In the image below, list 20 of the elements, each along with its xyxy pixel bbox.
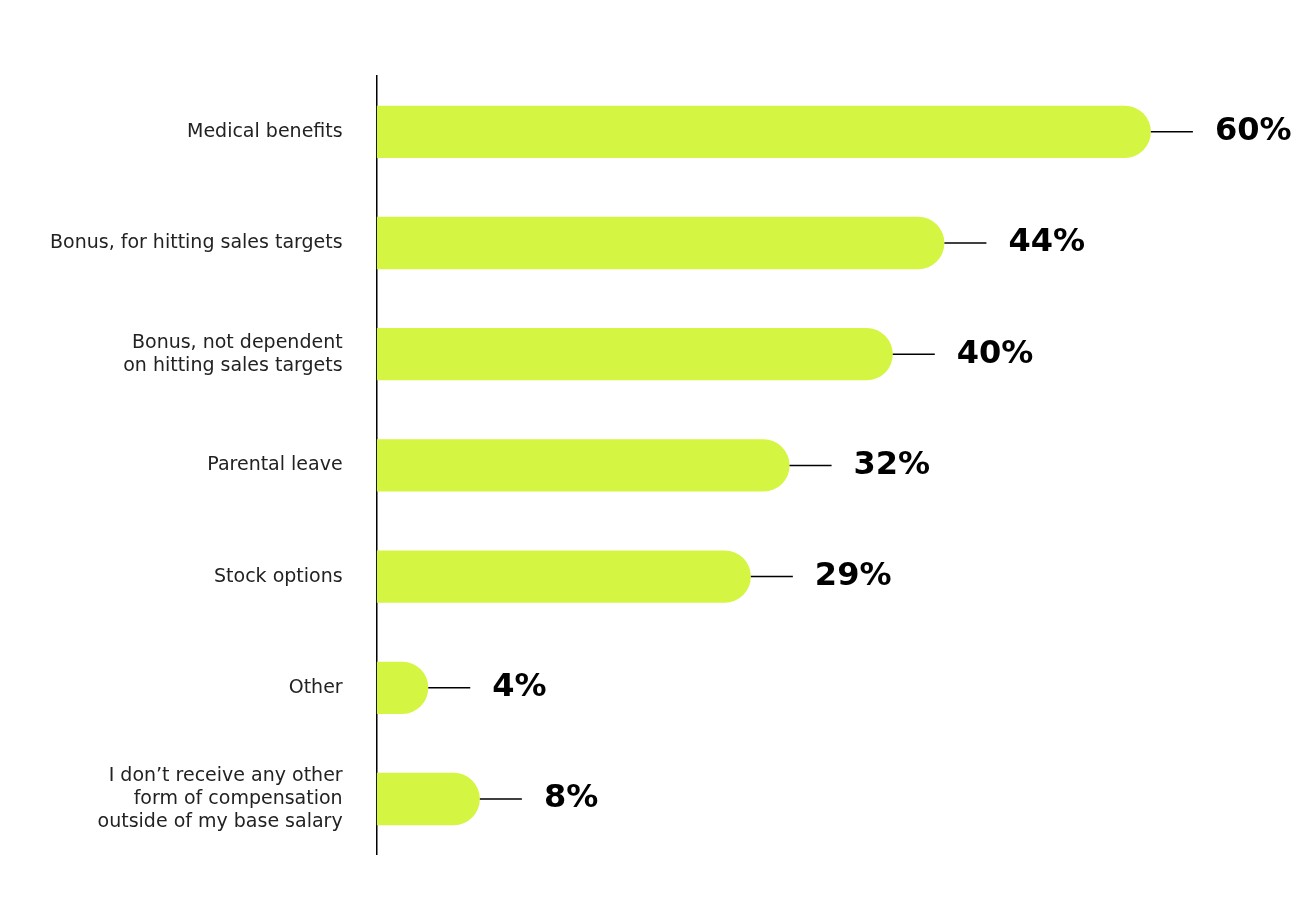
bar	[376, 550, 751, 603]
y-tick-label: Bonus, not dependent on hitting sales targets	[123, 329, 343, 375]
y-tick-label: Stock options	[214, 563, 343, 586]
y-tick-label: Bonus, for hitting sales targets	[49, 229, 343, 252]
bar	[376, 772, 480, 826]
bar	[376, 216, 945, 270]
y-tick-label: I don’t receive any other form of compensation outside of my base salary	[97, 763, 343, 831]
data-label: 32%	[853, 443, 931, 482]
data-label: 8%	[543, 777, 599, 816]
y-tick-label: Other	[288, 674, 343, 697]
bar	[376, 105, 1151, 158]
data-label: 29%	[814, 554, 892, 593]
data-label: 44%	[1008, 221, 1086, 260]
bar	[376, 328, 893, 381]
y-tick-label: Parental leave	[207, 452, 343, 475]
data-label: 4%	[492, 666, 547, 705]
bar	[376, 439, 790, 492]
y-tick-label: Medical benefits	[187, 118, 343, 141]
data-label: 60%	[1214, 110, 1292, 149]
data-label: 40%	[956, 332, 1034, 371]
